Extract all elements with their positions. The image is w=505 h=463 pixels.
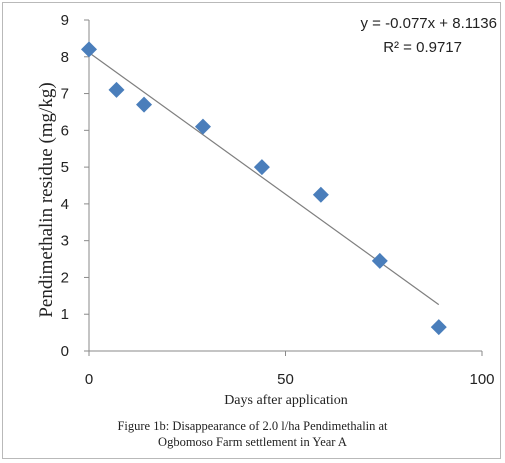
r-squared-label: R² = 0.9717 [383,39,462,56]
y-tick-label: 9 [61,12,69,29]
y-tick-label: 3 [61,233,69,250]
data-point-marker [371,252,388,269]
y-tick-label: 0 [61,343,69,360]
y-tick-label: 5 [61,159,69,176]
y-tick-label: 4 [61,196,69,213]
data-point-marker [194,118,211,135]
y-tick-labels: 0 1 2 3 4 5 6 7 8 9 [61,12,69,360]
y-tick-label: 7 [61,86,69,103]
data-point-marker [108,81,125,98]
data-point-marker [430,319,447,336]
x-tick-labels: 0 50 100 [85,371,495,388]
trendline [88,52,440,306]
trendline-group [88,52,440,306]
data-point-marker [253,159,270,176]
data-point-marker [81,41,97,58]
axes [84,19,483,356]
x-tick-label: 100 [469,371,494,388]
data-points [81,41,447,336]
caption-line-2: Ogbomoso Farm settlement in Year A [158,435,347,449]
y-tick-label: 8 [61,49,69,66]
data-point-marker [312,186,329,203]
caption-line-1: Figure 1b: Disappearance of 2.0 l/ha Pen… [117,419,388,433]
y-tick-label: 6 [61,122,69,139]
x-axis-label: Days after application [224,393,348,408]
x-tick-label: 0 [85,371,93,388]
data-point-marker [136,96,153,113]
y-axis-label: Pendimethalin residue (mg/kg) [36,82,57,317]
figure-frame [2,2,501,459]
figure-caption: Figure 1b: Disappearance of 2.0 l/ha Pen… [0,418,505,450]
y-tick-label: 1 [61,306,69,323]
trendline-equation: y = -0.077x + 8.1136 [361,15,498,32]
x-tick-label: 50 [277,371,294,388]
y-tick-label: 2 [61,269,69,286]
